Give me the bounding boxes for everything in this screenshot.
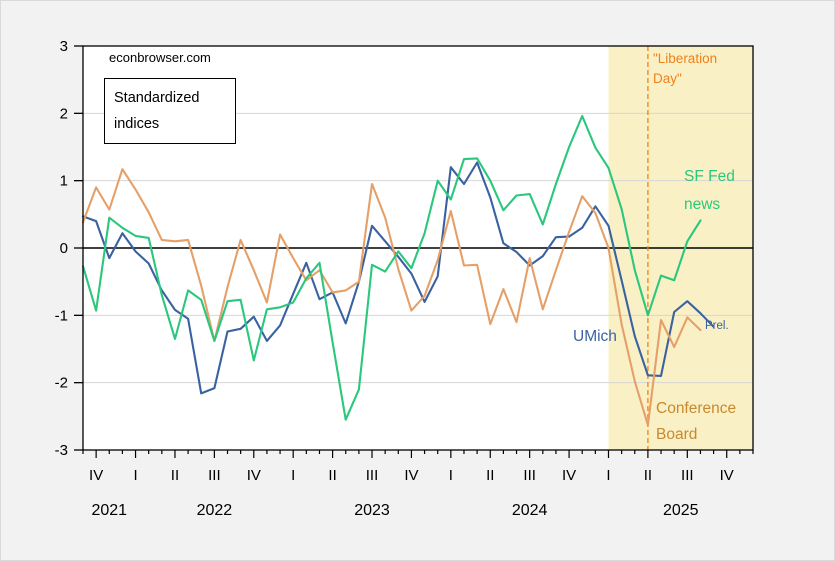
x-quarter-label: I bbox=[291, 467, 295, 484]
x-quarter-label: I bbox=[133, 467, 137, 484]
x-quarter-label: IV bbox=[404, 467, 418, 484]
x-quarter-label: III bbox=[208, 467, 221, 484]
y-tick-label: -2 bbox=[55, 375, 68, 392]
x-year-label: 2024 bbox=[512, 502, 548, 519]
series-line-sf-fed-news bbox=[81, 114, 702, 421]
x-quarter-label: II bbox=[171, 467, 179, 484]
x-quarter-label: IV bbox=[247, 467, 261, 484]
liberation-day-line1: "Liberation bbox=[653, 51, 718, 66]
y-tick-label: 2 bbox=[60, 105, 68, 122]
liberation-day-line2: Day" bbox=[653, 71, 682, 87]
y-tick-label: -3 bbox=[55, 442, 68, 459]
x-year-label: 2022 bbox=[197, 502, 233, 519]
conference-board-line2: Board bbox=[656, 426, 698, 444]
y-tick-label: 0 bbox=[60, 240, 68, 257]
x-year-label: 2025 bbox=[663, 502, 699, 519]
liberation-day-label: "Liberation Day" bbox=[653, 49, 717, 90]
sf-fed-news-line2: news bbox=[684, 195, 721, 213]
note-box: Standardized indices bbox=[104, 78, 236, 145]
series-line-umich bbox=[81, 161, 715, 395]
x-quarter-label: I bbox=[449, 467, 453, 484]
x-quarter-label: III bbox=[366, 467, 379, 484]
x-quarter-label: III bbox=[523, 467, 536, 484]
x-quarter-label: II bbox=[328, 467, 336, 484]
sf-fed-news-label: SF Fed news bbox=[684, 163, 735, 219]
conference-board-label: Conference Board bbox=[656, 396, 736, 449]
series-line-conference-board bbox=[81, 168, 702, 427]
x-quarter-label: I bbox=[606, 467, 610, 484]
x-year-label: 2021 bbox=[91, 502, 127, 519]
prel-label: Prel. bbox=[705, 320, 729, 332]
x-quarter-label: IV bbox=[720, 467, 734, 484]
x-quarter-label: II bbox=[644, 467, 652, 484]
x-quarter-label: II bbox=[486, 467, 494, 484]
x-quarter-label: IV bbox=[562, 467, 576, 484]
y-tick-label: 1 bbox=[60, 173, 68, 190]
x-year-label: 2023 bbox=[354, 502, 390, 519]
umich-label: UMich bbox=[573, 328, 617, 345]
y-tick-label: -1 bbox=[55, 307, 68, 324]
x-quarter-label: III bbox=[681, 467, 694, 484]
conference-board-line1: Conference bbox=[656, 400, 737, 417]
sf-fed-news-line1: SF Fed bbox=[684, 168, 735, 185]
watermark-text: econbrowser.com bbox=[109, 50, 211, 65]
x-quarter-label: IV bbox=[89, 467, 103, 484]
y-tick-label: 3 bbox=[60, 38, 68, 55]
plot-frame bbox=[82, 45, 754, 451]
